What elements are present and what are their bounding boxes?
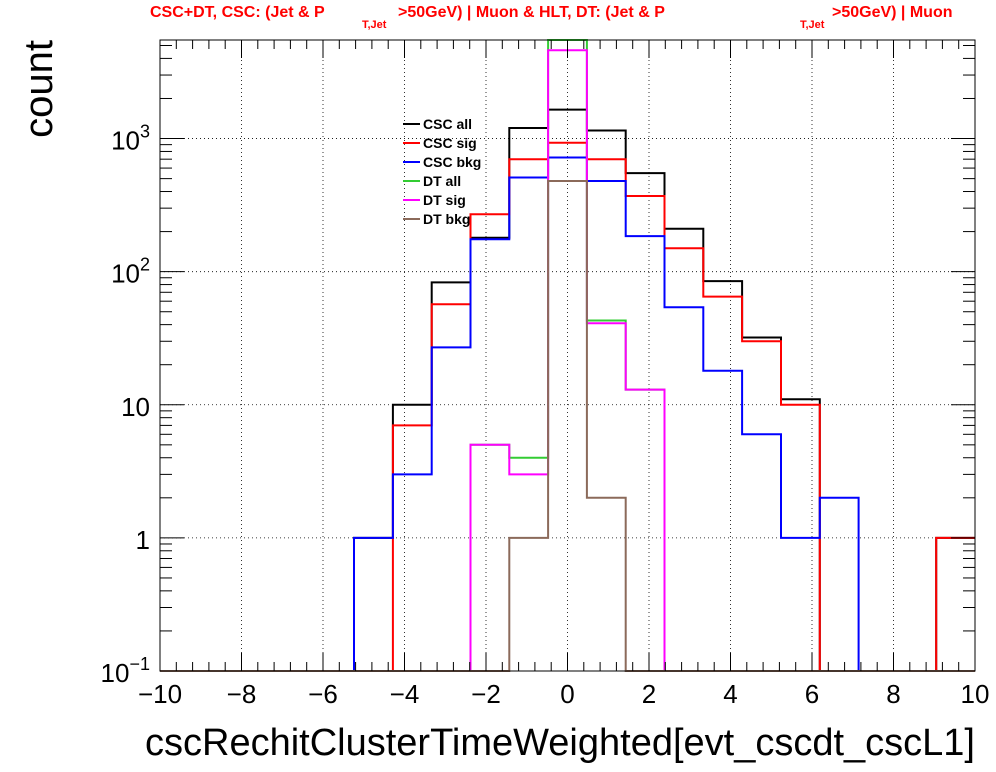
legend-label-dt-sig: DT sig [423, 192, 466, 208]
series-csc-sig-line [160, 141, 975, 672]
title-part-2: >50GeV) | Muon & HLT, DT: (Jet & P [398, 4, 665, 21]
grid [160, 40, 975, 671]
x-tick-label: 2 [642, 679, 656, 709]
chart-title: CSC+DT, CSC: (Jet & P T,Jet >50GeV) | Mu… [150, 4, 953, 31]
x-tick-label: 0 [560, 679, 574, 709]
x-tick-label: 6 [805, 679, 819, 709]
y-tick-label: 103 [111, 122, 150, 156]
x-axis-label: cscRechitClusterTimeWeighted[evt_cscdt_c… [145, 722, 975, 764]
x-tick-label: −10 [138, 679, 182, 709]
legend-label-dt-bkg: DT bkg [423, 211, 470, 227]
axis-ticks [159, 40, 976, 672]
title-part-1: CSC+DT, CSC: (Jet & P [150, 4, 325, 21]
x-tick-label: −4 [390, 679, 420, 709]
title-subscript-2: T,Jet [800, 19, 825, 31]
x-tick-label: 8 [886, 679, 900, 709]
legend-label-dt-all: DT all [423, 173, 461, 189]
x-tick-label: 10 [961, 679, 990, 709]
title-subscript-1: T,Jet [362, 19, 387, 31]
y-tick-label: 10 [121, 392, 150, 422]
legend-label-csc-bkg: CSC bkg [423, 154, 481, 170]
legend-label-csc-sig: CSC sig [423, 135, 477, 151]
x-tick-label: −6 [308, 679, 338, 709]
y-tick-label: 102 [111, 255, 150, 289]
y-tick-labels: 10−1 1 10 102 103 [101, 122, 150, 688]
x-tick-label: −8 [227, 679, 257, 709]
x-tick-labels: −10 −8 −6 −4 −2 0 2 4 6 8 10 [138, 679, 990, 709]
y-tick-label: 10−1 [101, 654, 150, 688]
x-tick-label: 4 [723, 679, 737, 709]
x-tick-label: −2 [471, 679, 501, 709]
series-csc-bkg-line [160, 156, 975, 672]
title-part-3: >50GeV) | Muon [832, 4, 953, 21]
legend-label-csc-all: CSC all [423, 116, 472, 132]
series-csc-all-line [160, 108, 975, 672]
series-dt-bkg-line [160, 180, 975, 672]
y-tick-label: 1 [136, 525, 150, 555]
legend: CSC all CSC sig CSC bkg DT all DT sig DT bkg [403, 116, 481, 227]
y-axis-label: count [17, 40, 61, 138]
